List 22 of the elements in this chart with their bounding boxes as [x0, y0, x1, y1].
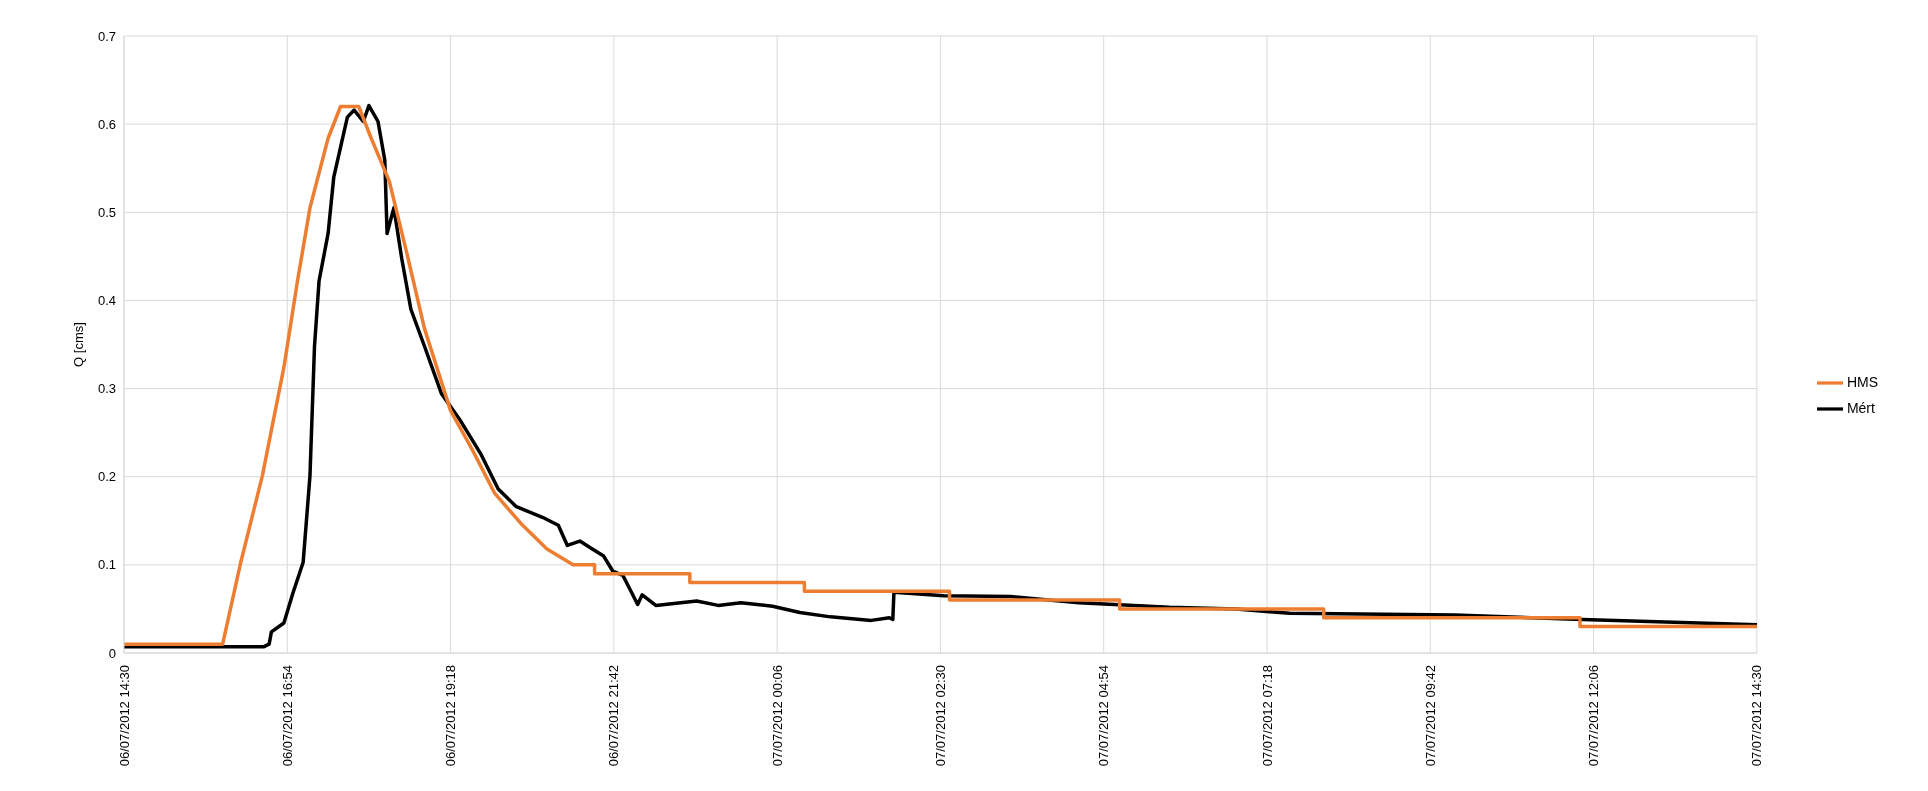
- x-tick-label: 07/07/2012 14:30: [1749, 665, 1765, 767]
- y-tick-label: 0.6: [97, 116, 116, 132]
- x-tick-label: 06/07/2012 14:30: [116, 665, 132, 767]
- y-tick-label: 0: [108, 645, 116, 661]
- x-tick-label: 07/07/2012 09:42: [1422, 665, 1438, 767]
- x-tick-label: 06/07/2012 16:54: [279, 665, 295, 767]
- y-tick-label: 0.7: [97, 28, 116, 44]
- x-tick-label: 06/07/2012 21:42: [606, 665, 622, 767]
- x-tick-label: 07/07/2012 07:18: [1259, 665, 1275, 767]
- x-tick-label: 07/07/2012 12:06: [1586, 665, 1602, 767]
- legend-label: Mért: [1846, 399, 1875, 416]
- y-tick-label: 0.1: [97, 557, 116, 573]
- x-tick-label: 06/07/2012 19:18: [443, 665, 459, 767]
- x-tick-label: 07/07/2012 00:06: [769, 665, 785, 767]
- x-tick-label: 07/07/2012 04:54: [1096, 665, 1112, 767]
- y-tick-label: 0.5: [97, 204, 116, 220]
- y-tick-label: 0.3: [97, 381, 116, 397]
- x-tick-label: 07/07/2012 02:30: [932, 665, 948, 767]
- y-axis-title: Q [cms]: [70, 322, 86, 367]
- y-tick-label: 0.2: [97, 469, 116, 485]
- y-tick-label: 0.4: [97, 293, 116, 309]
- legend-label: HMS: [1846, 373, 1878, 390]
